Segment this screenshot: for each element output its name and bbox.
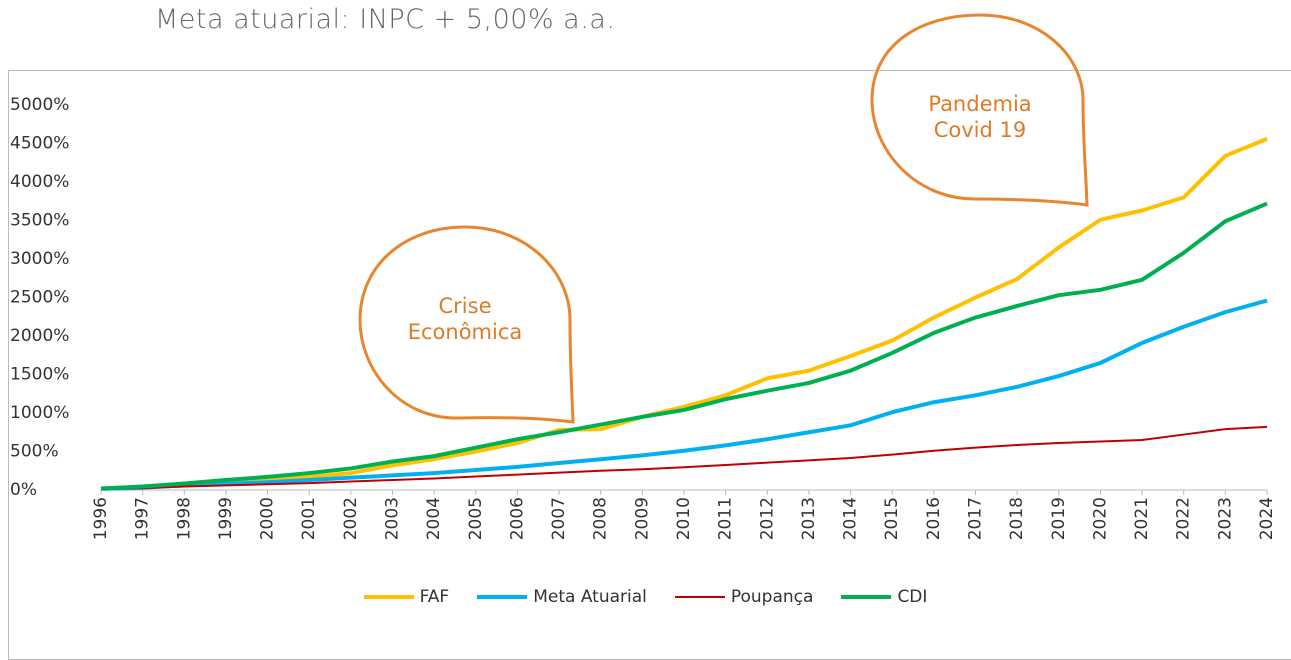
x-tick-label: 2010 [674,497,694,540]
legend-item: CDI [841,587,927,607]
x-tick-label: 2008 [591,497,611,540]
y-tick-label: 4500% [10,134,69,154]
y-tick-label: 3000% [10,249,69,269]
y-tick-label: 4000% [10,172,69,192]
legend: FAF Meta Atuarial Poupança CDI [0,587,1291,607]
legend-label: Poupança [730,587,814,607]
legend-swatch [674,596,725,598]
x-tick-label: 2018 [1007,497,1027,540]
x-tick-label: 1999 [216,497,236,540]
x-tick-label: 2017 [966,497,986,540]
chart-title: Meta atuarial: INPC + 5,00% a.a. [155,4,616,35]
x-tick-label: 1997 [133,497,153,540]
annotation: Pandemia Covid 19 [928,92,1032,142]
y-tick-label: 500% [10,442,59,462]
series-line [100,137,1268,491]
legend-item: Meta Atuarial [477,587,647,607]
x-tick-label: 2019 [1049,497,1069,540]
x-tick-label: 2009 [632,497,652,540]
x-tick-label: 2015 [882,497,902,540]
x-tick-label: 2024 [1257,497,1277,540]
legend-item: FAF [363,587,450,607]
legend-swatch [363,595,414,599]
x-tick-label: 2002 [341,497,361,540]
series-line [100,298,1268,491]
x-tick-label: 2005 [466,497,486,540]
x-tick-label: 2007 [549,497,569,540]
x-tick-label: 2013 [799,497,819,540]
legend-swatch [841,595,892,599]
y-tick-label: 1000% [10,403,69,423]
x-tick-label: 2011 [716,497,736,540]
x-tick-label: 2023 [1215,497,1235,540]
legend-item: Poupança [674,587,814,607]
x-tick-label: 2001 [299,497,319,540]
bubble [870,13,1089,207]
y-tick-label: 2000% [10,326,69,346]
bubble [358,225,575,424]
x-tick-label: 2021 [1132,497,1152,540]
y-tick-label: 0% [10,480,37,500]
x-tick-label: 1996 [91,497,111,540]
y-tick-label: 2500% [10,288,69,308]
x-tick-label: 1998 [174,497,194,540]
series-line [100,425,1268,491]
x-tick-label: 2020 [1090,497,1110,540]
x-tick-label: 2012 [757,497,777,540]
x-tick-label: 2014 [841,497,861,540]
x-tick-label: 2016 [924,497,944,540]
x-tick-label: 2006 [507,497,527,540]
annotation: Crise Econômica [407,294,523,344]
legend-swatch [477,595,528,599]
y-tick-label: 5000% [10,95,69,115]
legend-label: FAF [419,587,450,607]
legend-label: Meta Atuarial [533,587,647,607]
x-tick-label: 2003 [383,497,403,540]
x-tick-label: 2022 [1174,497,1194,540]
y-tick-label: 1500% [10,365,69,385]
legend-label: CDI [897,587,928,607]
y-tick-label: 3500% [10,211,69,231]
x-tick-label: 2004 [424,497,444,540]
series-line [100,201,1268,491]
x-tick-label: 2000 [258,497,278,540]
